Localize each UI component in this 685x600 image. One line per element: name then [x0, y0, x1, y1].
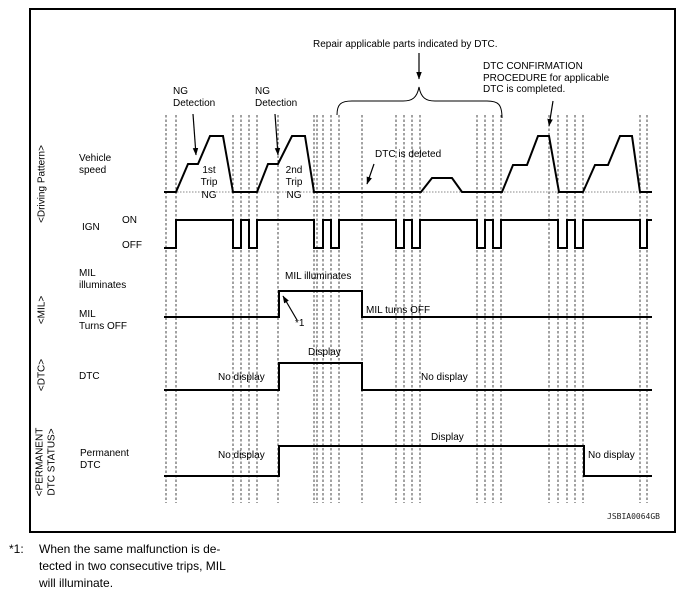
- dtc-no-display-label-1: No display: [218, 372, 265, 383]
- row-label-ign: IGN: [82, 222, 100, 233]
- figure-code: JSBIA0064GB: [607, 512, 660, 521]
- axis-dtc: <DTC>: [36, 358, 48, 392]
- vehicle-speed-trace: [164, 135, 652, 193]
- dtc-display-label: Display: [308, 347, 341, 358]
- ng-detection-label-1: NG Detection: [173, 86, 216, 109]
- axis-driving-pattern: <Driving Pattern>: [36, 145, 48, 223]
- mil-illuminates-note: MIL illuminates: [285, 271, 352, 282]
- footnote-ref-arrow: [282, 295, 298, 321]
- axis-permanent-dtc-status: <PERMANENT DTC STATUS>: [34, 427, 58, 497]
- footnote-ref-label: *1: [295, 318, 305, 329]
- row-label-dtc: DTC: [79, 371, 100, 382]
- row-label-mil-turns-off: MIL Turns OFF: [79, 309, 127, 332]
- footnote-marker: *1:: [9, 542, 24, 556]
- repair-note: Repair applicable parts indicated by DTC…: [313, 39, 498, 50]
- dtc-confirmation-note: DTC CONFIRMATION PROCEDURE for applicabl…: [483, 61, 610, 95]
- ign-on-label: ON: [122, 215, 137, 226]
- perm-no-display-label-1: No display: [218, 450, 265, 461]
- ign-trace: [164, 219, 652, 249]
- trip2-ng-label: NG: [286, 190, 302, 201]
- figure-border: [29, 8, 676, 533]
- permanent-dtc-trace: [164, 445, 652, 477]
- trip1-ng-label: NG: [201, 190, 217, 201]
- perm-no-display-label-2: No display: [588, 450, 635, 461]
- footnote-text: When the same malfunction is de- tected …: [39, 542, 226, 590]
- row-label-mil-illuminates: MIL illuminates: [79, 268, 127, 291]
- repair-range-brace: [336, 86, 503, 119]
- mil-trace: [164, 290, 652, 318]
- ng-detection-label-2: NG Detection: [255, 86, 298, 109]
- dtc-deleted-label: DTC is deleted: [375, 149, 442, 160]
- row-label-vehicle-speed: Vehicle speed: [79, 153, 112, 176]
- row-label-permanent-dtc: Permanent DTC: [80, 448, 129, 471]
- dtc-confirmation-arrow: [547, 100, 554, 127]
- dtc-trace: [164, 362, 652, 391]
- ign-off-label: OFF: [122, 240, 142, 251]
- trip2-label: 2nd Trip: [285, 165, 303, 188]
- dtc-deleted-arrow: [366, 163, 375, 185]
- ng-detection-arrow-1: [192, 113, 199, 156]
- trip1-label: 1st Trip: [200, 165, 218, 188]
- perm-display-label: Display: [431, 432, 464, 443]
- mil-turns-off-note: MIL turns OFF: [366, 305, 431, 316]
- dtc-no-display-label-2: No display: [421, 372, 468, 383]
- ng-detection-arrow-2: [274, 113, 281, 156]
- axis-mil: <MIL>: [36, 295, 48, 325]
